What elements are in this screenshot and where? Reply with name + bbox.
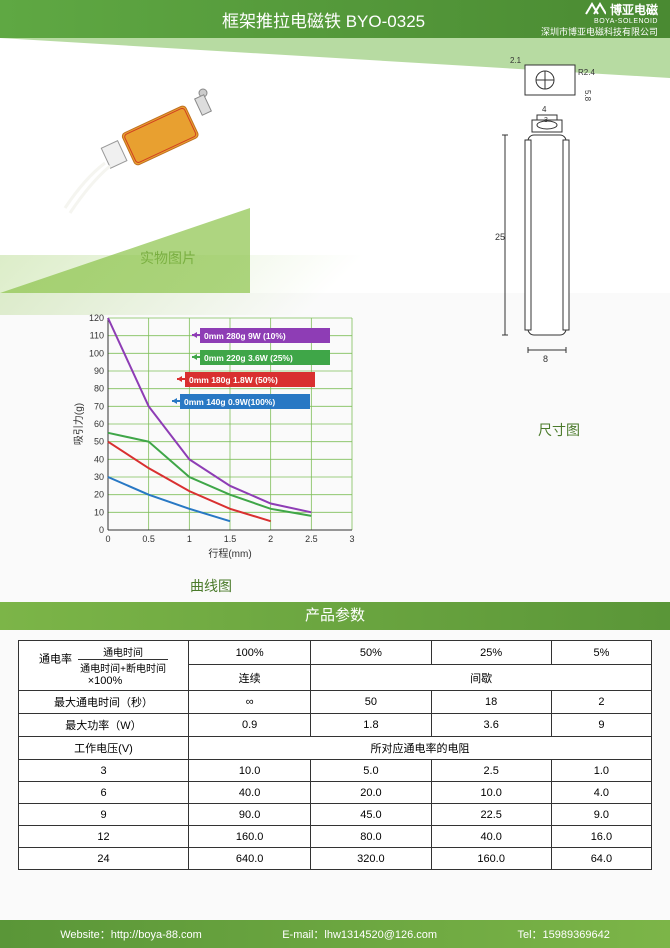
svg-text:20: 20 — [94, 490, 104, 500]
logo-icon — [584, 2, 606, 16]
logo-area: 博亚电磁 BOYA-SOLENOID 深圳市博亚电磁科技有限公司 — [541, 1, 658, 38]
table-cell: 160.0 — [431, 848, 551, 870]
footer-email: E-mail：lhw1314520@126.com — [282, 926, 437, 942]
table-row-label: 工作电压(V) — [19, 737, 189, 760]
table-row-label: 3 — [19, 760, 189, 782]
table-cell: 0.9 — [189, 714, 311, 737]
product-title: 框架推拉电磁铁 BYO-0325 — [222, 7, 425, 32]
params-header: 产品参数 — [0, 602, 670, 630]
duty-mult: ×100% — [88, 675, 123, 687]
table-cell: 40.0 — [189, 782, 311, 804]
table-cell: 90.0 — [189, 804, 311, 826]
svg-text:0: 0 — [99, 525, 104, 535]
table-cell: 20.0 — [311, 782, 431, 804]
table-cell: 40.0 — [431, 826, 551, 848]
table-row-label: 24 — [19, 848, 189, 870]
brand-en: BOYA-SOLENOID — [594, 18, 658, 25]
table-cell: ∞ — [189, 691, 311, 714]
table-row-label: 最大功率（W） — [19, 714, 189, 737]
svg-text:1.5: 1.5 — [224, 534, 237, 544]
table-span-cell: 所对应通电率的电阻 — [189, 737, 652, 760]
svg-text:40: 40 — [94, 454, 104, 464]
svg-text:2.1: 2.1 — [510, 56, 522, 65]
params-table: 通电率 通电时间通电时间+断电时间 ×100% 100% 50% 25% 5% … — [18, 640, 652, 870]
svg-text:70: 70 — [94, 401, 104, 411]
table-row-label: 最大通电时间（秒） — [19, 691, 189, 714]
col-50: 50% — [311, 641, 431, 665]
table-cell: 45.0 — [311, 804, 431, 826]
table-cell: 50 — [311, 691, 431, 714]
table-cell: 9 — [551, 714, 651, 737]
svg-text:110: 110 — [90, 331, 104, 341]
table-cell: 640.0 — [189, 848, 311, 870]
mode-intermittent: 间歇 — [311, 665, 652, 691]
table-cell: 2.5 — [431, 760, 551, 782]
svg-text:吸引力(g): 吸引力(g) — [72, 403, 85, 445]
svg-text:行程(mm): 行程(mm) — [208, 547, 251, 560]
table-row-label: 12 — [19, 826, 189, 848]
formula-bot: 通电时间+断电时间 — [78, 660, 168, 675]
dimension-label: 尺寸图 — [538, 420, 580, 440]
mode-continuous: 连续 — [189, 665, 311, 691]
table-cell: 10.0 — [431, 782, 551, 804]
svg-text:3: 3 — [349, 534, 354, 544]
table-cell: 10.0 — [189, 760, 311, 782]
svg-text:0mm 180g 1.8W (50%): 0mm 180g 1.8W (50%) — [189, 375, 278, 385]
table-cell: 18 — [431, 691, 551, 714]
company-name: 深圳市博亚电磁科技有限公司 — [541, 25, 658, 38]
svg-text:8: 8 — [543, 354, 548, 364]
svg-text:0mm 280g 9W (10%): 0mm 280g 9W (10%) — [204, 331, 286, 341]
chart-label: 曲线图 — [190, 576, 232, 596]
dimension-drawing: 2.1 R2.4 5.8 4 3 25 8 — [450, 55, 630, 415]
svg-text:90: 90 — [94, 366, 104, 376]
svg-text:120: 120 — [89, 313, 104, 323]
col-25: 25% — [431, 641, 551, 665]
footer: Website：http://boya-88.com E-mail：lhw131… — [0, 920, 670, 948]
table-cell: 22.5 — [431, 804, 551, 826]
svg-text:0mm 220g 3.6W (25%): 0mm 220g 3.6W (25%) — [204, 353, 293, 363]
col-100: 100% — [189, 641, 311, 665]
svg-text:25: 25 — [495, 232, 505, 242]
table-cell: 1.0 — [551, 760, 651, 782]
product-photo — [55, 68, 235, 218]
table-cell: 160.0 — [189, 826, 311, 848]
svg-text:1: 1 — [187, 534, 192, 544]
table-cell: 64.0 — [551, 848, 651, 870]
svg-text:30: 30 — [94, 472, 104, 482]
svg-text:100: 100 — [89, 348, 104, 358]
svg-text:2: 2 — [268, 534, 273, 544]
svg-text:3: 3 — [544, 117, 548, 124]
svg-text:0.5: 0.5 — [142, 534, 155, 544]
table-cell: 4.0 — [551, 782, 651, 804]
col-5: 5% — [551, 641, 651, 665]
svg-text:0mm 140g 0.9W(100%): 0mm 140g 0.9W(100%) — [184, 397, 275, 407]
svg-text:80: 80 — [94, 384, 104, 394]
svg-text:10: 10 — [94, 507, 104, 517]
duty-label: 通电率 — [39, 653, 72, 665]
formula-top: 通电时间 — [78, 644, 168, 660]
svg-text:50: 50 — [94, 437, 104, 447]
table-cell: 16.0 — [551, 826, 651, 848]
table-cell: 80.0 — [311, 826, 431, 848]
header: 框架推拉电磁铁 BYO-0325 博亚电磁 BOYA-SOLENOID 深圳市博… — [0, 0, 670, 38]
brand-name: 博亚电磁 — [610, 1, 658, 18]
table-cell: 320.0 — [311, 848, 431, 870]
table-cell: 3.6 — [431, 714, 551, 737]
svg-text:2.5: 2.5 — [305, 534, 318, 544]
force-chart: 00.511.522.53010203040506070809010011012… — [70, 310, 360, 560]
svg-text:0: 0 — [105, 534, 110, 544]
footer-tel: Tel：15989369642 — [517, 926, 609, 942]
svg-text:4: 4 — [542, 105, 547, 114]
table-cell: 2 — [551, 691, 651, 714]
table-cell: 5.0 — [311, 760, 431, 782]
svg-text:5.8: 5.8 — [583, 90, 592, 102]
footer-website: Website：http://boya-88.com — [60, 926, 202, 942]
table-cell: 1.8 — [311, 714, 431, 737]
svg-text:R2.4: R2.4 — [578, 68, 595, 77]
table-cell: 9.0 — [551, 804, 651, 826]
svg-text:60: 60 — [94, 419, 104, 429]
table-row-label: 9 — [19, 804, 189, 826]
table-row-label: 6 — [19, 782, 189, 804]
